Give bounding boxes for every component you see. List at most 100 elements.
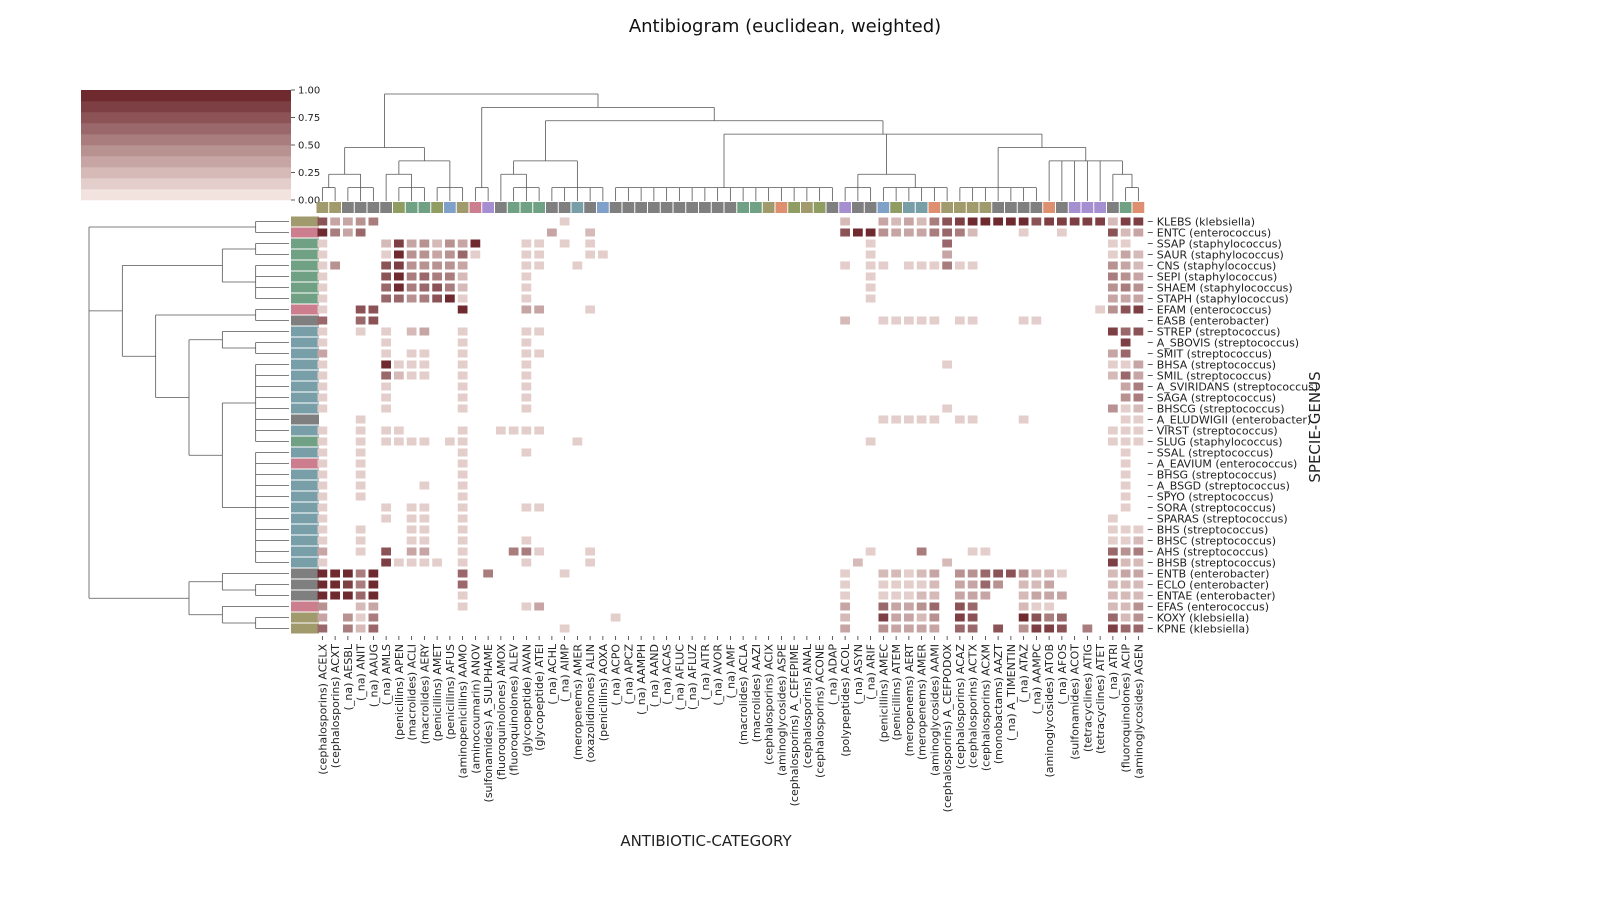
heatmap-cell — [394, 250, 404, 259]
heatmap-cell — [521, 283, 532, 292]
heatmap-cell — [904, 228, 914, 237]
heatmap-cell — [1133, 580, 1144, 589]
heatmap-cell — [457, 525, 468, 534]
heatmap-cell — [432, 239, 442, 248]
heatmap-cell — [457, 239, 468, 248]
column-color-swatch — [622, 202, 635, 213]
heatmap-cell — [457, 514, 468, 523]
row-tick-label: SPARAS (streptococcus) — [1157, 513, 1288, 526]
heatmap-cell — [432, 294, 442, 303]
heatmap-cell — [929, 624, 940, 633]
heatmap-cell — [457, 349, 468, 358]
colorbar-band — [81, 134, 291, 146]
heatmap-cell — [904, 415, 914, 424]
heatmap-cell — [355, 426, 366, 435]
heatmap-cell — [1133, 250, 1144, 259]
heatmap-cell — [419, 547, 430, 556]
heatmap-cell — [521, 327, 532, 336]
column-color-swatch — [367, 202, 380, 213]
row-color-swatch — [291, 282, 319, 293]
row-color-swatch — [291, 227, 319, 238]
heatmap-cell — [317, 580, 328, 589]
column-tick-label: (aminoglycosides) AAMI — [928, 644, 941, 776]
row-tick-label: ECLO (enterobacter) — [1157, 579, 1269, 592]
heatmap-cell — [967, 591, 978, 600]
heatmap-cell — [419, 239, 430, 248]
heatmap-cell — [521, 558, 532, 567]
heatmap-cell — [967, 316, 978, 325]
heatmap-cell — [585, 558, 595, 567]
column-tick-label: (meropenems) AMER — [916, 644, 929, 760]
row-color-swatch — [291, 447, 319, 458]
heatmap-cell — [317, 514, 328, 523]
heatmap-cell — [317, 602, 328, 611]
heatmap-cell — [521, 261, 532, 270]
heatmap-cell — [840, 580, 850, 589]
heatmap-cell — [598, 250, 608, 259]
heatmap-cell — [317, 503, 328, 512]
heatmap-cell — [853, 558, 863, 567]
heatmap-cell — [406, 371, 417, 380]
heatmap-cell — [457, 338, 468, 347]
heatmap-cell — [317, 217, 328, 226]
heatmap-cell — [1044, 602, 1054, 611]
heatmap-cell — [878, 591, 889, 600]
heatmap-cell — [317, 228, 328, 237]
heatmap-cell — [457, 492, 468, 501]
column-color-swatch — [571, 202, 584, 213]
heatmap-cell — [1006, 217, 1016, 226]
heatmap-cell — [891, 580, 901, 589]
row-tick-label: BHSB (streptococcus) — [1157, 557, 1276, 570]
heatmap-cell — [1120, 503, 1131, 512]
heatmap-cell — [394, 360, 404, 369]
column-tick-label: (monobactams) AAZT — [992, 644, 1005, 764]
heatmap-cell — [942, 558, 952, 567]
heatmap-cell — [406, 558, 417, 567]
row-tick-labels: KLEBS (klebsiella)ENTC (enterococcus)SSA… — [1147, 216, 1318, 636]
row-color-swatch — [291, 315, 319, 326]
heatmap-cell — [942, 239, 952, 248]
heatmap-cell — [521, 602, 532, 611]
heatmap-cell — [1018, 591, 1029, 600]
heatmap-cell — [521, 294, 532, 303]
heatmap-cell — [317, 239, 328, 248]
column-tick-label: (glycopeptide) ATEI — [533, 644, 546, 751]
heatmap-cell — [317, 591, 328, 600]
heatmap-cell — [355, 525, 366, 534]
heatmap-cell — [1018, 569, 1029, 578]
column-tick-label: (penicillins) AMEC — [877, 644, 890, 743]
heatmap-cell — [1018, 316, 1029, 325]
heatmap-cell — [1108, 349, 1118, 358]
heatmap-cell — [457, 250, 468, 259]
heatmap-cell — [1044, 569, 1054, 578]
column-color-swatch — [941, 202, 953, 213]
heatmap-cell — [1108, 404, 1118, 413]
heatmap-cell — [406, 536, 417, 545]
row-tick-label: EFAS (enterococcus) — [1157, 601, 1269, 614]
row-tick-label: KLEBS (klebsiella) — [1157, 216, 1255, 229]
heatmap-cell — [355, 613, 366, 622]
heatmap-cell — [483, 569, 493, 578]
heatmap-cell — [355, 580, 366, 589]
row-tick-label: SSAP (staphylococcus) — [1157, 238, 1282, 251]
heatmap-cell — [967, 261, 978, 270]
heatmap-cell — [1133, 536, 1144, 545]
heatmap-cell — [993, 217, 1003, 226]
heatmap-cell — [317, 261, 328, 270]
heatmap-cell — [1120, 360, 1131, 369]
heatmap-cell — [317, 426, 328, 435]
heatmap-cell — [368, 217, 379, 226]
heatmap-cell — [916, 547, 927, 556]
column-color-swatch — [890, 202, 902, 213]
heatmap-cell — [419, 294, 430, 303]
heatmap-cell — [878, 217, 889, 226]
column-tick-label: (_na) ADAP — [826, 644, 839, 706]
heatmap-cell — [967, 569, 978, 578]
heatmap-cell — [457, 547, 468, 556]
heatmap-cell — [406, 327, 417, 336]
heatmap-cell — [355, 316, 366, 325]
heatmap-cell — [419, 558, 430, 567]
heatmap-cell — [317, 613, 328, 622]
column-tick-label: (_na) AMLS — [380, 644, 393, 705]
